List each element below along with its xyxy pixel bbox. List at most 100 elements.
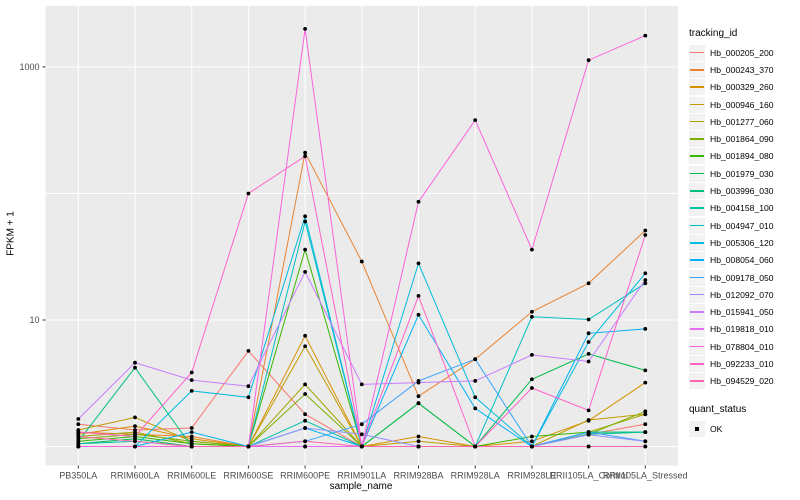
x-axis-title: sample_name: [329, 481, 393, 492]
data-point: [473, 444, 478, 449]
legend-item-label: Hb_001979_030: [710, 168, 774, 179]
data-point: [643, 278, 648, 282]
y-axis-title: FPKM + 1: [5, 211, 17, 256]
data-point: [643, 444, 648, 449]
data-point: [473, 379, 478, 383]
legend-item-Hb_015941_050: Hb_015941_050: [689, 303, 799, 321]
line-swatch-icon: [690, 311, 704, 313]
data-point: [473, 406, 478, 411]
data-point: [643, 327, 648, 331]
legend-item-label: Hb_000946_160: [710, 99, 774, 110]
data-point: [303, 247, 307, 252]
data-point: [359, 422, 364, 427]
data-point: [303, 214, 307, 219]
line-swatch-icon: [690, 328, 704, 330]
data-point: [133, 444, 137, 449]
data-point: [473, 357, 478, 362]
data-point: [303, 444, 307, 449]
data-point: [416, 444, 421, 449]
legend-item-Hb_001894_080: Hb_001894_080: [689, 148, 799, 165]
data-point: [643, 368, 648, 373]
line-swatch-icon: [690, 120, 704, 123]
data-point: [530, 439, 534, 444]
data-point: [133, 434, 137, 439]
legend-item-label: Hb_019818_010: [710, 324, 774, 335]
legend-swatch: [689, 269, 705, 286]
data-point: [76, 430, 81, 434]
line-swatch-icon: [690, 293, 704, 296]
data-point: [246, 384, 251, 389]
legend-swatch: [689, 131, 705, 148]
legend-item-ok: OK: [689, 420, 799, 437]
legend-swatch: [689, 79, 705, 96]
y-tick-label: 1000: [19, 62, 39, 72]
point-icon: [695, 426, 699, 431]
line-swatch-icon: [690, 345, 704, 348]
legend-swatch: [689, 165, 705, 182]
y-tick-label: 10: [29, 315, 39, 325]
legend-item-label: Hb_000243_370: [710, 64, 774, 75]
legend-item-Hb_092233_010: Hb_092233_010: [689, 355, 799, 372]
data-point: [416, 261, 421, 266]
legend-item-label: Hb_003996_030: [710, 186, 774, 197]
data-point: [530, 377, 534, 382]
legend-item-Hb_000243_370: Hb_000243_370: [689, 61, 799, 78]
data-point: [246, 444, 251, 449]
legend-item-Hb_019818_010: Hb_019818_010: [689, 321, 799, 338]
data-point: [303, 382, 307, 387]
line-swatch-icon: [690, 51, 704, 54]
line-swatch-icon: [690, 103, 704, 106]
data-point: [246, 395, 251, 400]
legend-swatch: [689, 338, 705, 355]
legend-item-Hb_004158_100: Hb_004158_100: [689, 200, 799, 217]
data-point: [643, 409, 648, 414]
data-point: [643, 233, 648, 237]
data-point: [416, 394, 421, 399]
legend-item-label: Hb_012092_070: [710, 289, 774, 300]
data-point: [189, 430, 194, 434]
data-point: [303, 344, 307, 349]
legend-item-Hb_009178_050: Hb_009178_050: [689, 269, 799, 286]
line-swatch-icon: [690, 241, 704, 244]
legend-item-label: Hb_000205_200: [710, 47, 774, 58]
legend-swatch: [689, 113, 705, 130]
data-point: [416, 294, 421, 298]
data-point: [416, 439, 421, 444]
data-point: [303, 154, 307, 159]
legend-item-Hb_008054_060: Hb_008054_060: [689, 252, 799, 269]
data-point: [530, 444, 534, 449]
data-point: [76, 441, 81, 446]
data-point: [416, 434, 421, 439]
data-point: [586, 58, 591, 63]
data-point: [189, 378, 194, 382]
x-tick-label: RRIM600PE: [280, 471, 330, 481]
data-point: [586, 340, 591, 344]
data-point: [303, 418, 307, 423]
data-point: [586, 352, 591, 356]
x-tick-label: RRIM600LE: [167, 471, 216, 481]
line-swatch-icon: [690, 259, 704, 261]
data-point: [530, 353, 534, 357]
legend-item-label: Hb_001277_060: [710, 116, 774, 127]
data-point: [189, 444, 194, 449]
data-point: [586, 432, 591, 437]
line-swatch-icon: [690, 138, 704, 140]
legend-swatch: [689, 373, 705, 390]
legend-item-label: OK: [710, 423, 723, 434]
data-point: [586, 418, 591, 422]
x-tick-label: RRIM600SE: [223, 471, 273, 481]
data-point: [416, 199, 421, 204]
data-point: [643, 439, 648, 444]
line-swatch-icon: [690, 362, 704, 365]
data-point: [133, 360, 137, 365]
legend-item-label: Hb_005306_120: [710, 237, 774, 248]
line-swatch-icon: [690, 207, 704, 209]
data-point: [643, 380, 648, 385]
data-point: [643, 33, 648, 38]
data-point: [586, 331, 591, 336]
data-point: [189, 389, 194, 393]
data-point: [643, 228, 648, 233]
legend-item-label: Hb_009178_050: [710, 272, 774, 283]
